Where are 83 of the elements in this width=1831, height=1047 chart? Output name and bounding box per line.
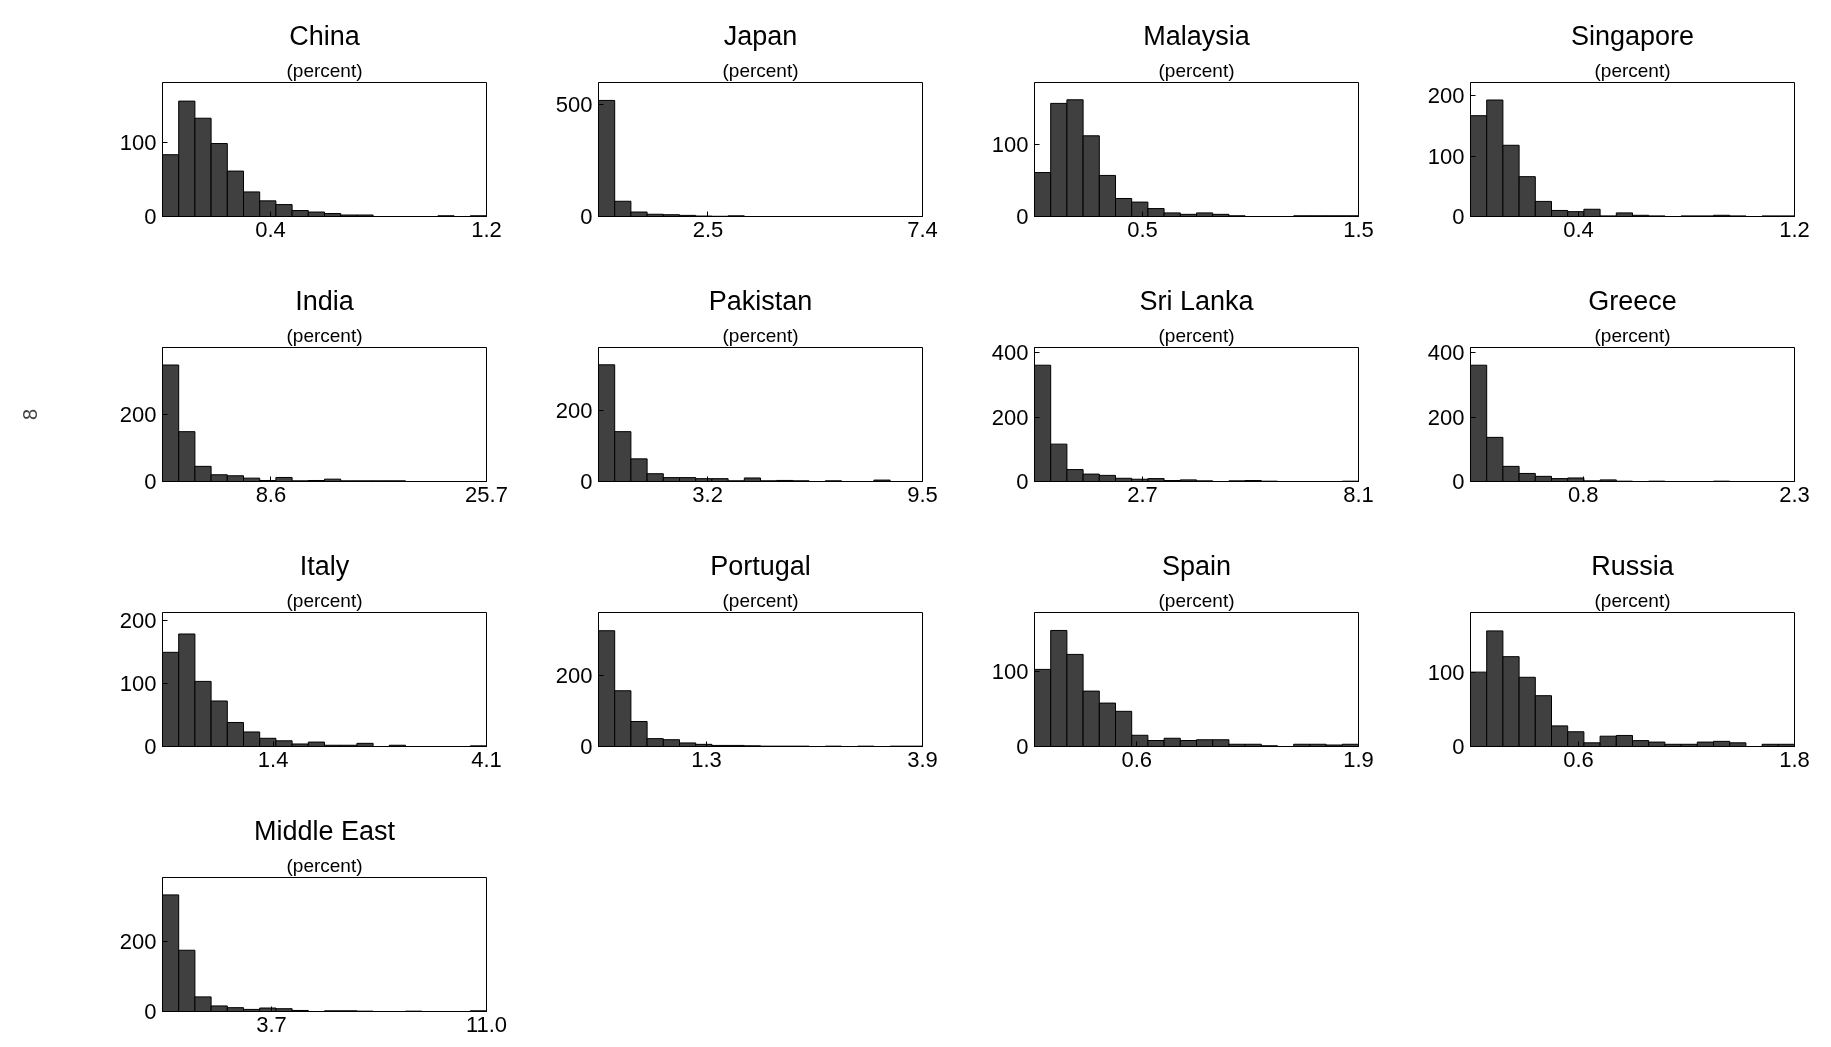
x-tick-label: 2.7 xyxy=(1127,481,1158,507)
chart-title: China xyxy=(289,20,361,51)
chart-subtitle: (percent) xyxy=(1158,589,1235,611)
y-axis-title: 8 xyxy=(18,408,41,421)
x-tick-label: 0.4 xyxy=(1563,216,1594,242)
y-tick-label: 0 xyxy=(144,999,157,1024)
chart-title: Spain xyxy=(1161,550,1232,581)
y-tick-label: 0 xyxy=(1016,204,1029,229)
y-tick-label: 0 xyxy=(1452,734,1465,759)
x-tick-label: 1.4 xyxy=(257,746,289,772)
chart-subtitle: (percent) xyxy=(1594,324,1671,346)
chart-title: Malaysia xyxy=(1143,20,1251,51)
y-tick-label: 0 xyxy=(1016,469,1029,494)
x-tick-label: 1.5 xyxy=(1343,216,1374,242)
y-tick-label: 200 xyxy=(555,662,593,688)
x-tick-label: 3.9 xyxy=(907,746,938,772)
x-tick-label: 1.3 xyxy=(691,746,722,772)
y-tick-label: 0 xyxy=(1452,204,1465,229)
chart-subtitle: (percent) xyxy=(286,59,363,81)
y-tick-label: 100 xyxy=(119,670,157,696)
y-tick-label: 0 xyxy=(580,204,593,229)
chart-subtitle: (percent) xyxy=(722,59,799,81)
chart-subtitle: (percent) xyxy=(1158,324,1235,346)
y-tick-label: 500 xyxy=(555,91,593,117)
x-tick-label: 2.5 xyxy=(692,216,724,242)
x-tick-label: 0.6 xyxy=(1121,746,1153,772)
chart-title: Singapore xyxy=(1570,20,1695,51)
x-tick-label: 1.9 xyxy=(1343,746,1374,772)
y-tick-label: 0 xyxy=(144,204,157,229)
chart-subtitle: (percent) xyxy=(722,324,799,346)
y-tick-label: 100 xyxy=(1427,143,1465,169)
x-tick-label: 11.0 xyxy=(465,1011,508,1037)
y-tick-label: 200 xyxy=(119,401,157,427)
y-tick-label: 200 xyxy=(555,398,593,424)
x-tick-label: 25.7 xyxy=(465,481,508,507)
chart-title: Portugal xyxy=(710,550,811,581)
x-tick-label: 0.4 xyxy=(255,216,286,242)
x-tick-label: 0.6 xyxy=(1563,746,1594,772)
y-tick-label: 400 xyxy=(991,340,1029,366)
y-tick-label: 200 xyxy=(1427,404,1465,430)
chart-title: Russia xyxy=(1591,550,1675,581)
chart-title: Sri Lanka xyxy=(1139,285,1255,316)
x-tick-label: 9.5 xyxy=(907,481,938,507)
y-tick-label: 200 xyxy=(991,404,1029,430)
y-tick-label: 400 xyxy=(1427,340,1465,366)
y-tick-label: 100 xyxy=(991,659,1029,685)
y-tick-label: 100 xyxy=(991,131,1029,157)
x-tick-label: 4.1 xyxy=(471,746,502,772)
chart-title: Greece xyxy=(1588,285,1677,316)
x-tick-label: 1.2 xyxy=(1779,216,1810,242)
chart-subtitle: (percent) xyxy=(286,324,363,346)
y-tick-label: 200 xyxy=(1427,83,1465,109)
y-tick-label: 200 xyxy=(119,929,157,955)
chart-subtitle: (percent) xyxy=(1594,59,1671,81)
chart-subtitle: (percent) xyxy=(1594,589,1671,611)
chart-subtitle: (percent) xyxy=(286,854,363,876)
x-tick-label: 0.5 xyxy=(1127,216,1158,242)
y-tick-label: 100 xyxy=(119,129,157,155)
chart-title: Pakistan xyxy=(708,285,813,316)
chart-title: India xyxy=(295,285,355,316)
chart-title: Middle East xyxy=(253,815,396,846)
chart-title: Italy xyxy=(299,550,350,581)
x-tick-label: 1.8 xyxy=(1779,746,1810,772)
y-tick-label: 0 xyxy=(144,734,157,759)
x-tick-label: 0.8 xyxy=(1567,481,1599,507)
x-tick-label: 3.7 xyxy=(256,1011,287,1037)
chart-title: Japan xyxy=(723,20,798,51)
chart-subtitle: (percent) xyxy=(722,589,799,611)
x-tick-label: 3.2 xyxy=(692,481,723,507)
y-tick-label: 0 xyxy=(580,734,593,759)
y-tick-label: 0 xyxy=(580,469,593,494)
y-tick-label: 0 xyxy=(1452,469,1465,494)
chart-subtitle: (percent) xyxy=(286,589,363,611)
x-tick-label: 2.3 xyxy=(1779,481,1810,507)
x-tick-label: 8.6 xyxy=(255,481,287,507)
y-tick-label: 200 xyxy=(119,607,157,633)
x-tick-label: 1.2 xyxy=(471,216,502,242)
y-tick-label: 0 xyxy=(144,469,157,494)
x-tick-label: 7.4 xyxy=(907,216,938,242)
y-tick-label: 100 xyxy=(1427,660,1465,686)
y-tick-label: 0 xyxy=(1016,734,1029,759)
chart-subtitle: (percent) xyxy=(1158,59,1235,81)
x-tick-label: 8.1 xyxy=(1343,481,1374,507)
